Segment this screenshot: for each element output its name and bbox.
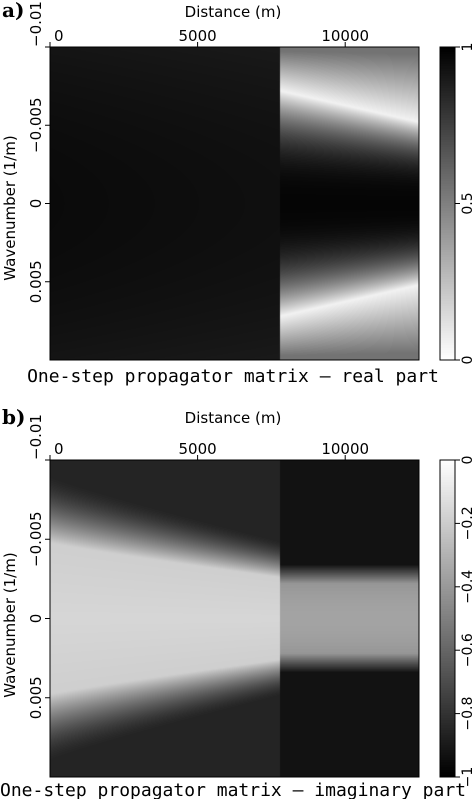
x-axis-title: Distance (m) xyxy=(185,3,282,21)
y-tick-label: −0.005 xyxy=(27,97,45,153)
y-tick-label: −0.01 xyxy=(27,1,45,47)
y-tick-label: 0.005 xyxy=(27,676,45,719)
x-tick-label: 10000 xyxy=(321,27,369,45)
colorbar-border xyxy=(439,459,456,778)
heatmap-imaginary xyxy=(50,460,419,777)
heatmap-real xyxy=(50,47,419,360)
y-ticks: −0.01 −0.005 0 0.005 xyxy=(27,1,50,303)
colorbar-tick-label: 0 xyxy=(460,456,474,465)
y-ticks: −0.01 −0.005 0 0.005 xyxy=(27,414,50,719)
x-tick-label: 0 xyxy=(54,440,64,458)
colorbar-frame xyxy=(440,460,455,777)
colorbar-tick-label: −0.6 xyxy=(460,633,474,667)
chart-title: One-step propagator matrix – imaginary p… xyxy=(0,780,466,799)
colorbar-ticks: 00.51 xyxy=(455,43,474,365)
y-tick-label: 0 xyxy=(27,614,45,624)
x-ticks: 0 5000 10000 xyxy=(49,440,369,460)
y-tick-label: −0.01 xyxy=(27,414,45,460)
y-tick-label: 0.005 xyxy=(27,260,45,303)
heatmap-frame xyxy=(50,460,419,777)
colorbar-tick-label: −0.2 xyxy=(460,506,474,540)
colorbar-tick-label: 0.5 xyxy=(460,192,474,214)
panel-real-part: a) Distance (m) Wavenumber (1/m) 0 5000 10… xyxy=(1,0,474,387)
x-tick-label: 5000 xyxy=(179,27,217,45)
x-tick-label: 5000 xyxy=(179,440,217,458)
x-tick-label: 10000 xyxy=(321,440,369,458)
y-tick-label: 0 xyxy=(27,199,45,209)
colorbar-tick-label: −0.8 xyxy=(460,697,474,731)
colorbar-real xyxy=(440,47,455,360)
colorbar-frame xyxy=(440,47,455,360)
x-tick-label: 0 xyxy=(54,27,64,45)
colorbar-tick-label: 1 xyxy=(460,43,474,52)
y-axis-title: Wavenumber (1/m) xyxy=(1,552,19,697)
colorbar-imaginary xyxy=(440,460,455,777)
panel-label: a) xyxy=(2,0,24,22)
panel-label: b) xyxy=(2,405,25,429)
colorbar-tick-label: 0 xyxy=(460,356,474,365)
colorbar-tick-label: −0.4 xyxy=(460,570,474,604)
y-axis-title: Wavenumber (1/m) xyxy=(1,135,19,280)
y-tick-label: −0.005 xyxy=(27,511,45,567)
chart-title: One-step propagator matrix – real part xyxy=(27,366,439,387)
colorbar-tick-label: −1 xyxy=(460,767,474,788)
panel-imaginary-part: b) Distance (m) Wavenumber (1/m) 0 5000 10… xyxy=(0,405,474,799)
heatmap-frame xyxy=(50,47,419,360)
colorbar-ticks: 0 −0.2 −0.4 −0.6 −0.8 −1 xyxy=(455,456,474,788)
x-ticks: 0 5000 10000 xyxy=(49,27,369,47)
x-axis-title: Distance (m) xyxy=(185,409,282,427)
